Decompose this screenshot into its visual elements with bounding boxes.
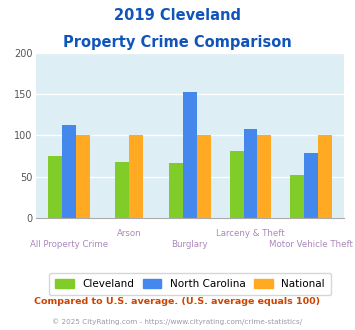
Bar xyxy=(48,156,62,218)
Bar xyxy=(304,153,318,218)
Bar xyxy=(318,135,332,218)
Text: Motor Vehicle Theft: Motor Vehicle Theft xyxy=(269,240,353,249)
Text: Property Crime Comparison: Property Crime Comparison xyxy=(63,35,292,50)
Text: Compared to U.S. average. (U.S. average equals 100): Compared to U.S. average. (U.S. average … xyxy=(34,297,321,306)
Bar xyxy=(62,125,76,218)
Bar xyxy=(169,162,183,218)
Bar xyxy=(76,135,90,218)
Bar xyxy=(183,92,197,218)
Bar xyxy=(197,135,211,218)
Text: 2019 Cleveland: 2019 Cleveland xyxy=(114,8,241,23)
Bar xyxy=(115,162,129,218)
Text: All Property Crime: All Property Crime xyxy=(30,240,108,249)
Bar xyxy=(129,135,143,218)
Bar xyxy=(290,175,304,218)
Text: © 2025 CityRating.com - https://www.cityrating.com/crime-statistics/: © 2025 CityRating.com - https://www.city… xyxy=(53,318,302,325)
Bar xyxy=(244,129,257,218)
Text: Larceny & Theft: Larceny & Theft xyxy=(216,229,285,238)
Bar xyxy=(257,135,271,218)
Text: Burglary: Burglary xyxy=(171,240,208,249)
Bar xyxy=(230,151,244,218)
Legend: Cleveland, North Carolina, National: Cleveland, North Carolina, National xyxy=(49,273,331,295)
Text: Arson: Arson xyxy=(117,229,142,238)
